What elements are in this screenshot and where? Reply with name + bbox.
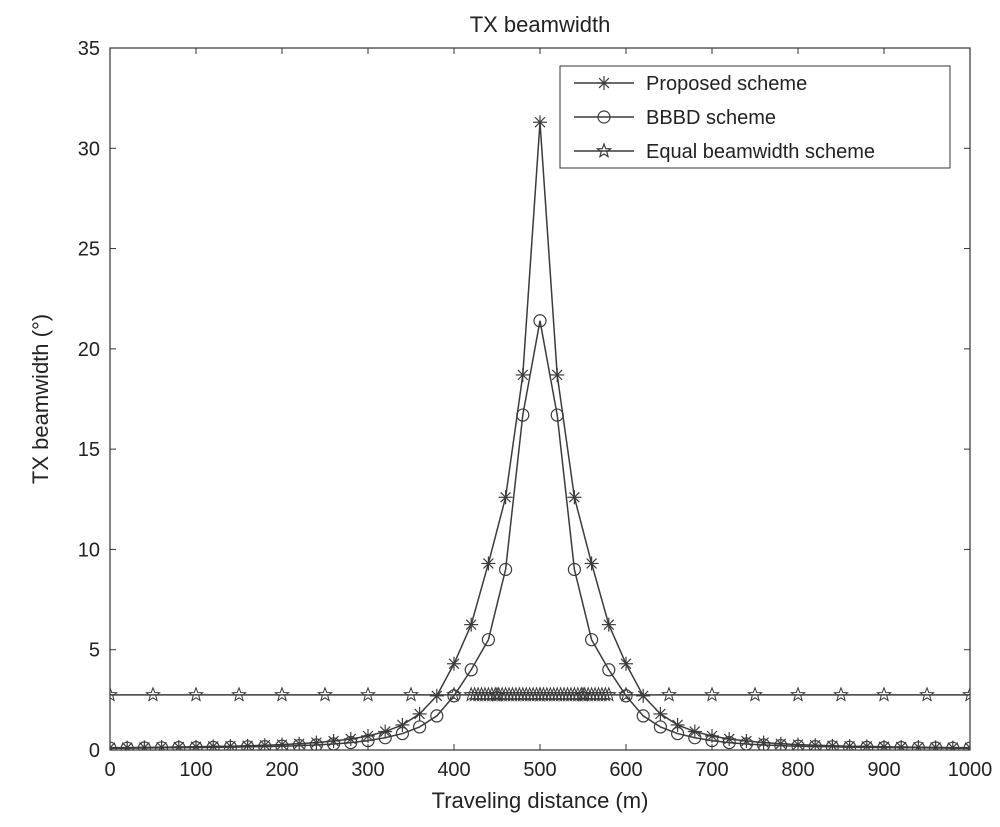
x-tick-label: 300 [351, 759, 384, 781]
legend-label: Proposed scheme [646, 73, 807, 95]
chart-title: TX beamwidth [470, 12, 611, 37]
chart-svg: 0 100 200 300 400 500 600 700 800 900 1000 0 5 10 15 20… [0, 0, 1000, 827]
x-tick-label: 700 [695, 759, 728, 781]
x-tick-label: 800 [781, 759, 814, 781]
y-tick-label: 0 [89, 740, 100, 762]
x-tick-label: 1000 [948, 759, 993, 781]
x-tick-label: 600 [609, 759, 642, 781]
legend: Proposed scheme BBBD scheme Equal beamwidt… [560, 66, 950, 168]
legend-label: Equal beamwidth scheme [646, 141, 875, 163]
y-tick-label: 20 [78, 339, 100, 361]
x-axis-label: Traveling distance (m) [432, 788, 649, 813]
x-tick-label: 500 [523, 759, 556, 781]
x-tick-label: 400 [437, 759, 470, 781]
y-tick-label: 10 [78, 539, 100, 561]
x-tick-label: 100 [179, 759, 212, 781]
legend-label: BBBD scheme [646, 107, 776, 129]
y-axis-label: TX beamwidth (°) [28, 314, 53, 484]
y-tick-label: 5 [89, 640, 100, 662]
x-tick-label: 900 [867, 759, 900, 781]
x-tick-label: 200 [265, 759, 298, 781]
y-tick-label: 30 [78, 138, 100, 160]
chart-container: 0 100 200 300 400 500 600 700 800 900 1000 0 5 10 15 20… [0, 0, 1000, 827]
y-tick-label: 35 [78, 38, 100, 60]
y-tick-label: 15 [78, 439, 100, 461]
x-tick-label: 0 [104, 759, 115, 781]
y-tick-label: 25 [78, 239, 100, 261]
